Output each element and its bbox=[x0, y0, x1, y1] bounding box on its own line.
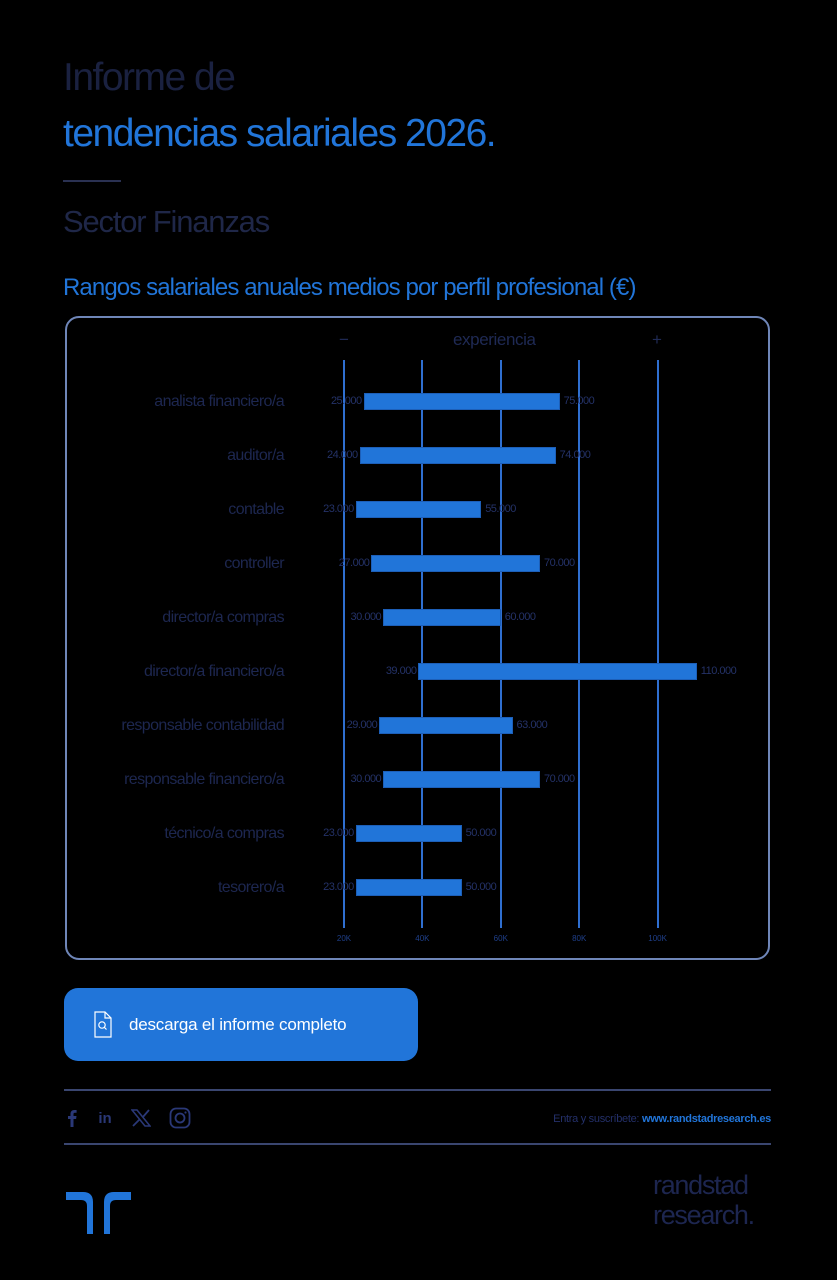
chart-row: director/a financiero/a 39.000 110.000 bbox=[0, 661, 837, 683]
min-value-label: 30.000 bbox=[350, 611, 382, 623]
website-link[interactable]: www.randstadresearch.es bbox=[641, 1113, 771, 1125]
profile-label: responsable financiero/a bbox=[124, 771, 285, 788]
salary-range-bar bbox=[363, 393, 560, 410]
report-title-line2: tendencias salariales 2026. bbox=[63, 112, 497, 155]
salary-range-bar bbox=[355, 879, 462, 896]
profile-label: director/a compras bbox=[162, 609, 284, 626]
min-value-label: 23.000 bbox=[323, 827, 354, 839]
linkedin-icon[interactable]: in bbox=[98, 1109, 112, 1127]
salary-range-bar bbox=[383, 609, 501, 626]
max-value-label: 63.000 bbox=[516, 719, 548, 731]
min-value-label: 30.000 bbox=[350, 773, 382, 785]
brand-name: randstad research. bbox=[653, 1170, 755, 1230]
gridline bbox=[656, 360, 659, 928]
profile-label: técnico/a compras bbox=[164, 825, 284, 842]
chart-container bbox=[65, 316, 770, 960]
chart-row: tesorero/a 23.000 50.000 bbox=[0, 877, 837, 899]
gridline bbox=[499, 360, 502, 928]
experience-axis-label: experiencia bbox=[453, 330, 536, 349]
gridline bbox=[578, 360, 581, 928]
footer-divider-bottom bbox=[64, 1143, 771, 1145]
subscribe-text: Entra y suscríbete: bbox=[553, 1113, 640, 1125]
download-button-label: descarga el informe completo bbox=[129, 1014, 347, 1034]
gridline bbox=[343, 360, 345, 928]
min-value-label: 39.000 bbox=[385, 665, 417, 677]
chart-row: controller 27.000 70.000 bbox=[0, 553, 837, 575]
min-value-label: 27.000 bbox=[338, 557, 370, 569]
min-value-label: 23.000 bbox=[323, 881, 354, 893]
chart-row: responsable contabilidad 29.000 63.000 bbox=[0, 715, 837, 737]
salary-range-bar bbox=[355, 501, 482, 518]
min-value-label: 23.000 bbox=[323, 503, 354, 515]
chart-row: auditor/a 24.000 74.000 bbox=[0, 445, 837, 467]
min-value-label: 25.000 bbox=[330, 395, 362, 407]
max-value-label: 74.000 bbox=[559, 449, 591, 461]
profile-label: analista financiero/a bbox=[154, 393, 284, 410]
max-value-label: 55.000 bbox=[485, 503, 516, 515]
profile-label: controller bbox=[224, 555, 284, 572]
chart-title: Rangos salariales anuales medios por per… bbox=[63, 274, 636, 301]
max-value-label: 70.000 bbox=[544, 773, 575, 785]
x-tick-label: 80K bbox=[572, 934, 587, 943]
experience-minus-label: − bbox=[339, 330, 349, 349]
max-value-label: 70.000 bbox=[544, 557, 575, 569]
min-value-label: 29.000 bbox=[346, 719, 378, 731]
x-tick-label: 40K bbox=[415, 934, 430, 943]
gridline bbox=[421, 360, 424, 928]
chart-row: técnico/a compras 23.000 50.000 bbox=[0, 823, 837, 845]
experience-plus-label: + bbox=[652, 330, 662, 349]
max-value-label: 50.000 bbox=[465, 881, 497, 893]
salary-range-bar bbox=[359, 447, 556, 464]
profile-label: contable bbox=[228, 501, 284, 518]
salary-range-bar bbox=[379, 717, 513, 734]
chart-row: contable 23.000 55.000 bbox=[0, 499, 837, 521]
profile-label: auditor/a bbox=[227, 447, 284, 464]
brand-line2: research. bbox=[653, 1200, 755, 1230]
salary-range-bar bbox=[371, 555, 540, 572]
brand-line1: randstad bbox=[653, 1170, 749, 1200]
salary-range-bar bbox=[383, 771, 540, 788]
max-value-label: 110.000 bbox=[700, 665, 737, 677]
max-value-label: 60.000 bbox=[504, 611, 536, 623]
x-tick-label: 60K bbox=[493, 934, 508, 943]
report-title-line1: Informe de bbox=[63, 56, 236, 99]
chart-row: director/a compras 30.000 60.000 bbox=[0, 607, 837, 629]
document-search-icon bbox=[94, 1011, 112, 1038]
chart-row: analista financiero/a 25.000 75.000 bbox=[0, 391, 837, 413]
title-divider bbox=[63, 180, 121, 182]
salary-range-bar bbox=[418, 663, 697, 680]
x-tick-label: 100K bbox=[648, 934, 667, 943]
instagram-icon[interactable] bbox=[168, 1106, 192, 1130]
profile-label: tesorero/a bbox=[217, 879, 285, 896]
x-icon[interactable] bbox=[129, 1106, 153, 1130]
profile-label: responsable contabilidad bbox=[121, 717, 284, 734]
salary-range-bar bbox=[355, 825, 462, 842]
subscribe-cta: Entra y suscríbete: www.randstadresearch… bbox=[553, 1113, 771, 1125]
max-value-label: 50.000 bbox=[465, 827, 497, 839]
x-tick-label: 20K bbox=[336, 934, 352, 943]
facebook-icon[interactable] bbox=[60, 1106, 84, 1130]
download-report-button[interactable]: descarga el informe completo bbox=[64, 988, 418, 1061]
randstad-logo-icon bbox=[66, 1192, 131, 1234]
chart-row: responsable financiero/a 30.000 70.000 bbox=[0, 769, 837, 791]
min-value-label: 24.000 bbox=[327, 449, 358, 461]
sector-title: Sector Finanzas bbox=[63, 204, 270, 239]
profile-label: director/a financiero/a bbox=[143, 663, 285, 680]
footer-divider-top bbox=[64, 1089, 771, 1091]
max-value-label: 75.000 bbox=[563, 395, 595, 407]
